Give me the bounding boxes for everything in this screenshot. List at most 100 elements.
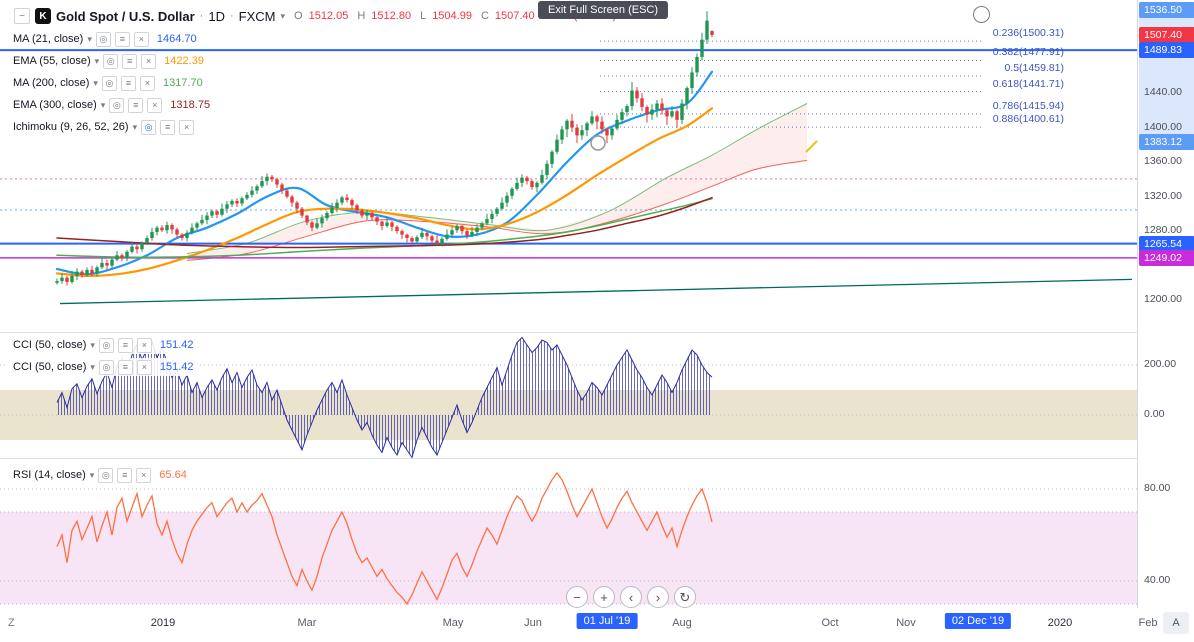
indicator-eye-icon[interactable]: ◎ [141,119,157,135]
indicator-settings-icon[interactable]: ≡ [122,53,138,69]
chevron-down-icon[interactable]: ▾ [89,469,95,480]
indicator-name: RSI (14, close) [13,469,86,481]
price-axis-label: 0.00 [1144,408,1165,420]
price-axis-badge: 1536.50 [1139,1,1194,18]
chevron-down-icon[interactable]: ▾ [87,33,92,44]
pane-separator[interactable] [0,458,1194,459]
indicator-value: 151.42 [159,339,194,351]
indicator-settings-icon[interactable]: ≡ [120,75,136,91]
price-axis-label: 1360.00 [1144,155,1182,168]
indicator-value: 151.42 [159,361,194,373]
price-axis-label: 200.00 [1144,358,1177,370]
indicator-close-icon[interactable]: × [136,359,152,375]
price-axis-label: 1320.00 [1144,189,1182,202]
time-axis-label: Feb [1138,617,1158,629]
indicator-close-icon[interactable]: × [141,53,157,69]
indicator-settings-icon[interactable]: ≡ [117,337,133,353]
pane-separator[interactable] [0,332,1194,333]
indicator-eye-icon[interactable]: ◎ [95,31,111,47]
fib-level-label: 0.382(1477.91) [992,46,1064,59]
indicator-name: EMA (300, close) [13,99,97,111]
indicator-value: 65.64 [159,469,187,481]
zoom-out-button[interactable]: − [566,586,588,608]
indicator-name: MA (200, close) [13,77,90,89]
indicator-legend-ichimoku[interactable]: Ichimoku (9, 26, 52, 26) ▾ ◎ ≡ × [8,118,208,136]
chevron-down-icon[interactable]: ▾ [93,77,98,88]
price-axis-label: 40.00 [1144,574,1171,586]
price-axis[interactable]: 1440.00 1400.00 1360.00 1320.00 1280.00 1200.… [1137,0,1194,608]
reset-view-button[interactable]: ↻ [674,586,696,608]
indicator-eye-icon[interactable]: ◎ [103,53,119,69]
fib-level-label: 0.618(1441.71) [992,77,1064,90]
indicator-value: 1422.39 [164,55,204,67]
legend-collapse-button[interactable]: − [14,8,30,24]
chevron-down-icon[interactable]: ▾ [90,339,95,350]
indicator-settings-icon[interactable]: ≡ [128,97,144,113]
time-axis-label: Aug [672,617,692,629]
indicator-name: CCI (50, close) [13,361,87,373]
indicator-close-icon[interactable]: × [147,97,163,113]
indicator-close-icon[interactable]: × [136,337,152,353]
indicator-eye-icon[interactable]: ◎ [109,97,125,113]
indicator-legend-cci-2[interactable]: CCI (50, close) ▾ ◎ ≡ × 151.42 [8,358,199,376]
indicator-name: MA (21, close) [13,33,84,45]
fib-level-label: 0.5(1459.81) [1004,62,1064,75]
indicator-legend-ema55[interactable]: EMA (55, close) ▾ ◎ ≡ × 1422.39 [8,52,209,70]
indicator-legend-cci-1[interactable]: CCI (50, close) ▾ ◎ ≡ × 151.42 [8,336,199,354]
price-axis-label: 80.00 [1144,482,1171,494]
indicator-legend-ma21[interactable]: MA (21, close) ▾ ◎ ≡ × 1464.70 [8,30,202,48]
indicator-legend-ema300[interactable]: EMA (300, close) ▾ ◎ ≡ × 1318.75 [8,96,216,114]
corner-button-a[interactable]: A [1163,612,1189,634]
price-axis-badge: 1249.02 [1139,249,1194,266]
time-axis-label: May [442,617,464,629]
low-value: 1504.99 [432,10,472,22]
indicator-eye-icon[interactable]: ◎ [98,359,114,375]
indicator-value: 1464.70 [156,33,197,45]
indicator-settings-icon[interactable]: ≡ [117,359,133,375]
fib-level-label: 0.236(1500.31) [992,27,1064,40]
indicator-eye-icon[interactable]: ◎ [101,75,117,91]
high-label: H [357,10,366,22]
indicator-close-icon[interactable]: × [179,119,195,135]
scroll-left-button[interactable]: ‹ [620,586,642,608]
separator-dot: · [199,10,204,22]
price-axis-label: 1280.00 [1144,224,1182,237]
indicator-legend-ma200[interactable]: MA (200, close) ▾ ◎ ≡ × 1317.70 [8,74,208,92]
open-label: O [294,10,303,22]
price-axis-label: 1200.00 [1144,293,1182,306]
indicator-eye-icon[interactable]: ◎ [98,337,114,353]
indicator-settings-icon[interactable]: ≡ [117,467,133,483]
time-axis-label: Oct [821,617,839,629]
low-label: L [420,10,427,22]
symbol-resolution[interactable]: 1D [208,8,225,24]
indicator-close-icon[interactable]: × [136,467,152,483]
indicator-legend-rsi[interactable]: RSI (14, close) ▾ ◎ ≡ × 65.64 [8,466,192,484]
time-axis-badge: 01 Jul '19 [576,613,638,629]
indicator-value: 1318.75 [170,99,211,111]
indicator-close-icon[interactable]: × [133,31,149,47]
chevron-down-icon[interactable]: ▾ [94,55,100,66]
high-value: 1512.80 [371,10,412,22]
symbol-title[interactable]: Gold Spot / U.S. Dollar [56,8,195,24]
circle-marker-icon [973,6,990,23]
symbol-exchange[interactable]: FXCM [238,8,276,24]
open-value: 1512.05 [308,10,349,22]
chevron-down-icon[interactable]: ▾ [90,361,95,372]
indicator-settings-icon[interactable]: ≡ [114,31,130,47]
price-axis-badge: 1265.54 [1139,235,1194,252]
price-axis-label: 1400.00 [1144,120,1182,133]
indicator-close-icon[interactable]: × [139,75,155,91]
zoom-in-button[interactable]: + [593,586,615,608]
indicator-eye-icon[interactable]: ◎ [98,467,114,483]
fib-level-label: 0.886(1400.61) [992,113,1064,126]
time-axis[interactable]: 2019 Mar May Jun Aug Oct Nov 2020 Feb 01 Jul '19 0… [0,608,1194,642]
chevron-down-icon[interactable]: ▾ [132,121,138,132]
symbol-legend: − K Gold Spot / U.S. Dollar · 1D · FXCM … [8,6,622,26]
time-axis-label: Mar [297,617,317,629]
indicator-settings-icon[interactable]: ≡ [160,119,176,135]
chevron-down-icon[interactable]: ▾ [100,99,106,110]
chevron-down-icon[interactable]: ▾ [280,10,286,21]
scroll-right-button[interactable]: › [647,586,669,608]
time-axis-label: 2019 [150,617,176,629]
